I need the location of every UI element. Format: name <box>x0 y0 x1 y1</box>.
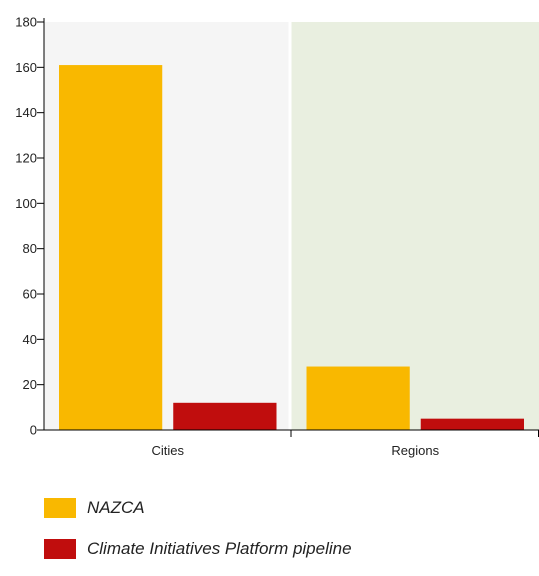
legend-label-cip: Climate Initiatives Platform pipeline <box>87 539 352 559</box>
y-tick-label: 80 <box>23 241 37 256</box>
x-axis: Cities Regions <box>44 430 539 458</box>
y-tick-label: 100 <box>15 196 37 211</box>
bar-chart: 0 20 40 60 80 100 120 140 160 180 Cities Regions <box>0 0 539 494</box>
bar-cip-cities <box>173 403 276 430</box>
y-tick-label: 20 <box>23 377 37 392</box>
y-tick-label: 120 <box>15 151 37 166</box>
y-tick-label: 140 <box>15 105 37 120</box>
x-tick-label: Regions <box>391 443 439 458</box>
y-tick-label: 160 <box>15 60 37 75</box>
legend-label-nazca: NAZCA <box>87 498 145 518</box>
y-tick-label: 0 <box>30 423 37 438</box>
x-tick-label: Cities <box>151 443 184 458</box>
legend-item-nazca: NAZCA <box>44 494 352 522</box>
legend-item-cip: Climate Initiatives Platform pipeline <box>44 535 352 563</box>
y-tick-label: 40 <box>23 332 37 347</box>
y-axis: 0 20 40 60 80 100 120 140 160 180 <box>15 15 44 438</box>
y-tick-label: 60 <box>23 287 37 302</box>
bar-nazca-cities <box>59 65 162 430</box>
bar-nazca-regions <box>307 367 410 430</box>
legend-swatch-cip <box>44 539 76 559</box>
legend: NAZCA Climate Initiatives Platform pipel… <box>44 494 352 576</box>
legend-swatch-nazca <box>44 498 76 518</box>
bar-cip-regions <box>421 419 524 430</box>
y-tick-label: 180 <box>15 15 37 30</box>
